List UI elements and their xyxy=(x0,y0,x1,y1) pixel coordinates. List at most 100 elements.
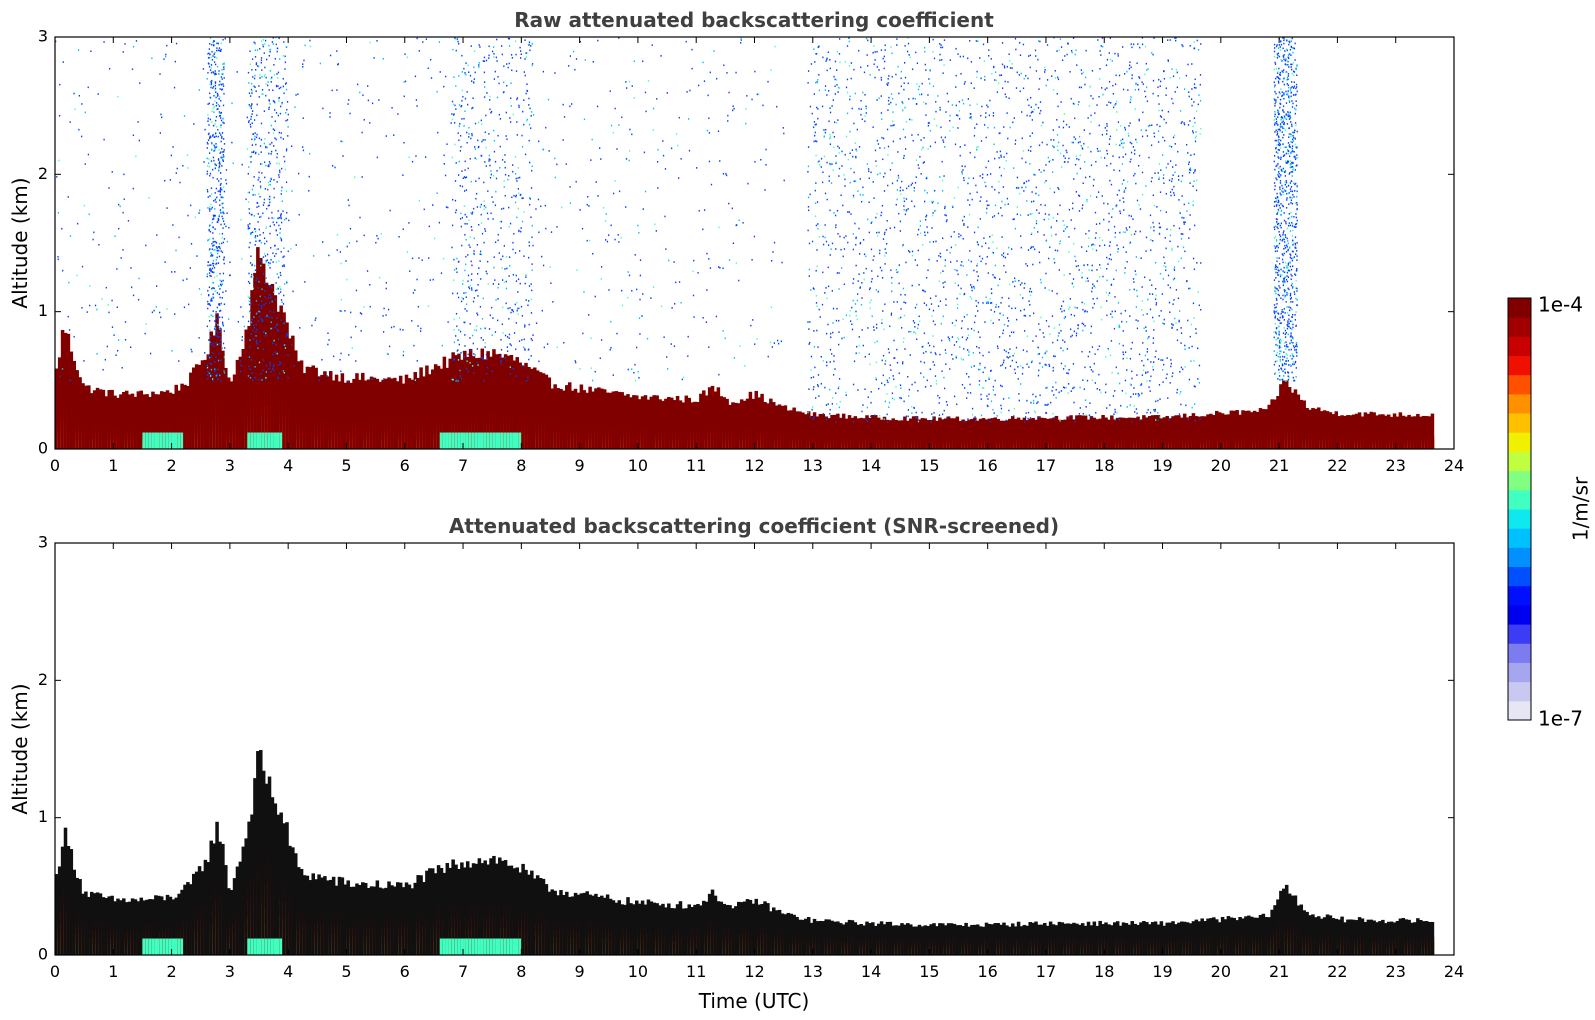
bl-column xyxy=(649,901,654,955)
bl-column xyxy=(396,882,400,955)
bl-column xyxy=(626,897,630,955)
y-tick-label: 2 xyxy=(38,670,48,689)
x-tick-label: 20 xyxy=(1211,456,1231,475)
bl-column xyxy=(649,396,654,449)
bl-column xyxy=(72,360,77,449)
bl-column xyxy=(1078,924,1082,955)
bl-column xyxy=(1072,922,1076,955)
bl-column xyxy=(428,868,432,955)
bottom-heatmap-plot xyxy=(55,750,1435,955)
bl-column xyxy=(597,387,601,449)
bl-column xyxy=(597,896,601,955)
bl-column xyxy=(524,362,528,449)
bl-column xyxy=(270,797,275,955)
bl-column xyxy=(1381,919,1385,955)
bl-column xyxy=(101,389,106,449)
bl-column xyxy=(474,358,479,449)
bl-column xyxy=(317,874,321,955)
bl-column xyxy=(197,866,202,955)
bl-column xyxy=(495,354,499,449)
bl-column xyxy=(299,868,304,955)
x-tick-label: 22 xyxy=(1327,962,1347,981)
bl-column xyxy=(731,908,735,955)
x-tick-label: 24 xyxy=(1444,456,1464,475)
bl-column xyxy=(518,362,522,449)
bl-column xyxy=(151,391,155,449)
bl-column xyxy=(393,377,397,449)
bl-column xyxy=(334,885,339,955)
bl-column xyxy=(1279,890,1283,955)
bl-column xyxy=(177,893,181,955)
bl-column xyxy=(404,374,409,449)
bl-column xyxy=(463,867,467,955)
bl-column xyxy=(116,898,120,955)
bl-column xyxy=(704,395,709,449)
bl-column xyxy=(127,901,132,955)
bl-column xyxy=(1104,922,1108,955)
bl-column xyxy=(363,380,368,449)
bl-column xyxy=(1150,922,1155,955)
x-tick-label: 21 xyxy=(1269,456,1289,475)
bl-column xyxy=(433,873,438,955)
bl-column xyxy=(1101,924,1105,955)
noise-region xyxy=(247,37,290,381)
bl-column xyxy=(468,348,473,449)
x-tick-label: 20 xyxy=(1211,962,1231,981)
bl-column xyxy=(267,776,272,955)
bl-column xyxy=(1185,922,1190,955)
bl-column xyxy=(512,360,517,449)
bl-column xyxy=(95,387,100,449)
bl-column xyxy=(259,750,263,955)
bl-column xyxy=(1121,922,1126,955)
bl-column xyxy=(1360,918,1365,955)
bl-column xyxy=(640,396,645,449)
bl-column xyxy=(1057,921,1062,955)
bl-column xyxy=(136,901,141,955)
bl-column xyxy=(941,923,945,955)
x-tick-label: 0 xyxy=(50,456,60,475)
bl-column xyxy=(821,921,826,955)
bl-column xyxy=(209,331,213,449)
bl-column xyxy=(232,878,237,955)
bl-column xyxy=(238,861,243,955)
bl-column xyxy=(853,922,858,955)
bl-column xyxy=(515,867,520,955)
bl-column xyxy=(104,897,109,955)
bl-column xyxy=(483,860,487,955)
bl-column xyxy=(352,886,356,955)
bl-column xyxy=(311,365,315,449)
bl-column xyxy=(687,397,691,449)
bl-column xyxy=(728,404,732,449)
x-tick-label: 3 xyxy=(225,962,235,981)
bl-column xyxy=(436,365,441,449)
bl-column xyxy=(1040,924,1044,955)
bl-column xyxy=(308,880,313,955)
x-tick-label: 10 xyxy=(628,962,648,981)
bl-column xyxy=(766,903,770,955)
bl-column xyxy=(422,882,426,955)
bl-column xyxy=(553,384,557,449)
bl-column xyxy=(879,921,884,955)
bl-column xyxy=(224,865,228,955)
bl-column xyxy=(646,399,651,449)
bl-column xyxy=(291,847,295,955)
bl-column xyxy=(734,402,738,449)
bl-column xyxy=(247,821,251,955)
bl-column xyxy=(684,395,689,449)
x-tick-label: 18 xyxy=(1094,962,1114,981)
bl-column xyxy=(888,921,893,955)
bl-column xyxy=(1322,917,1327,955)
bl-column xyxy=(667,903,671,955)
bl-column xyxy=(1293,895,1298,955)
bl-column xyxy=(171,899,176,955)
bl-column xyxy=(1413,922,1417,955)
bl-column xyxy=(573,892,578,955)
bl-column xyxy=(745,398,750,449)
bl-column xyxy=(623,395,627,449)
bl-column xyxy=(337,381,342,449)
bl-column xyxy=(903,924,907,955)
bl-column xyxy=(1375,922,1379,955)
y-tick-label: 2 xyxy=(38,164,48,183)
bl-column xyxy=(661,903,665,955)
bl-column xyxy=(1153,921,1158,955)
